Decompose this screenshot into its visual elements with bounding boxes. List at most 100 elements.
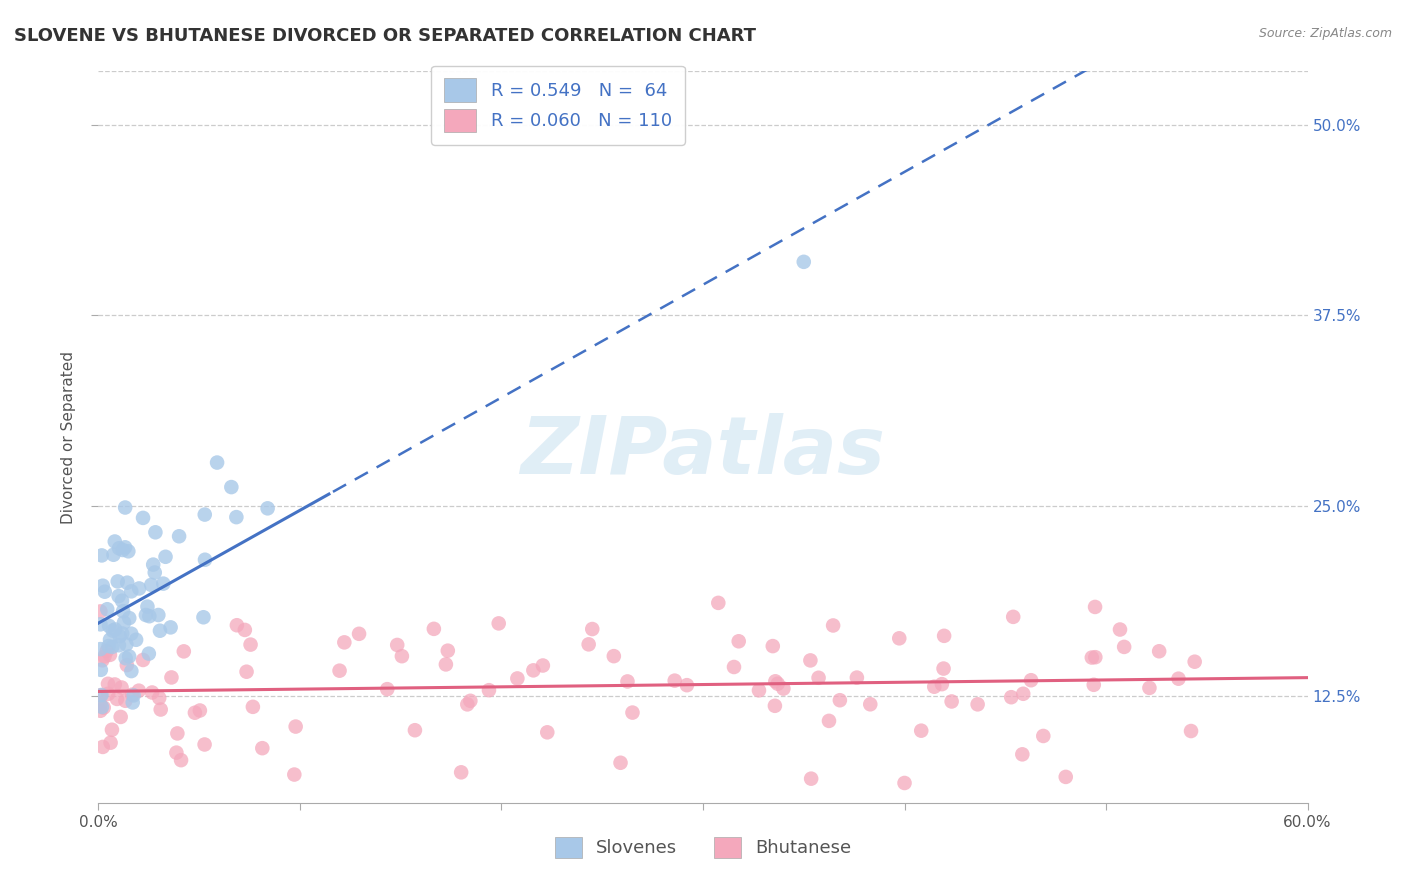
Point — [114, 500, 136, 515]
Point — [148, 690, 170, 705]
Point — [889, 632, 911, 646]
Point — [707, 596, 730, 610]
Point — [193, 610, 215, 624]
Point — [120, 584, 142, 599]
Point — [727, 634, 749, 648]
Point — [1000, 690, 1022, 705]
Point — [766, 677, 789, 691]
Point — [96, 602, 118, 616]
Point — [107, 589, 129, 603]
Point — [118, 649, 141, 664]
Point — [135, 607, 157, 622]
Point — [104, 677, 127, 691]
Point — [194, 738, 217, 752]
Point — [184, 706, 207, 720]
Point — [120, 626, 142, 640]
Point — [93, 700, 115, 714]
Point — [621, 706, 644, 720]
Point — [1114, 640, 1136, 654]
Point — [284, 720, 307, 734]
Point — [522, 664, 544, 678]
Point — [149, 702, 172, 716]
Point — [616, 674, 638, 689]
Point — [117, 544, 139, 558]
Point — [1002, 610, 1025, 624]
Point — [173, 644, 195, 658]
Point — [110, 681, 132, 695]
Point — [1019, 673, 1042, 688]
Point — [242, 699, 264, 714]
Point — [194, 553, 217, 567]
Point — [122, 689, 145, 703]
Point — [120, 664, 142, 678]
Point — [141, 685, 163, 699]
Point — [90, 688, 112, 702]
Point — [387, 638, 409, 652]
Point — [128, 683, 150, 698]
Point — [1012, 687, 1035, 701]
Point — [256, 501, 278, 516]
Point — [436, 643, 458, 657]
Legend: Slovenes, Bhutanese: Slovenes, Bhutanese — [546, 828, 860, 867]
Point — [460, 694, 482, 708]
Point — [225, 618, 247, 632]
Point — [676, 678, 699, 692]
Point — [941, 694, 963, 708]
Point — [121, 688, 143, 702]
Point — [148, 607, 170, 622]
Point — [793, 255, 815, 269]
Point — [1139, 681, 1161, 695]
Point — [1011, 747, 1033, 762]
Point — [97, 639, 120, 653]
Point — [89, 698, 111, 712]
Point — [91, 653, 114, 667]
Point — [536, 725, 558, 739]
Point — [329, 664, 352, 678]
Point — [159, 620, 181, 634]
Point — [818, 714, 841, 728]
Point — [828, 693, 851, 707]
Point — [375, 682, 398, 697]
Point — [108, 629, 131, 643]
Point — [136, 599, 159, 614]
Text: SLOVENE VS BHUTANESE DIVORCED OR SEPARATED CORRELATION CHART: SLOVENE VS BHUTANESE DIVORCED OR SEPARAT… — [14, 27, 756, 45]
Point — [142, 558, 165, 572]
Point — [98, 619, 121, 633]
Point — [664, 673, 686, 688]
Point — [145, 525, 167, 540]
Point — [91, 579, 114, 593]
Point — [155, 549, 177, 564]
Point — [152, 576, 174, 591]
Point — [1184, 655, 1206, 669]
Point — [89, 642, 111, 657]
Point — [90, 549, 112, 563]
Point — [748, 683, 770, 698]
Point — [225, 510, 247, 524]
Point — [578, 637, 600, 651]
Point — [107, 574, 129, 589]
Point — [235, 665, 257, 679]
Point — [97, 687, 120, 701]
Point — [115, 575, 138, 590]
Point — [160, 670, 183, 684]
Point — [114, 651, 136, 665]
Point — [170, 753, 193, 767]
Point — [98, 648, 121, 662]
Point — [149, 624, 172, 638]
Point — [111, 543, 134, 558]
Point — [141, 578, 163, 592]
Point — [93, 649, 115, 664]
Point — [108, 541, 131, 556]
Point — [97, 677, 120, 691]
Point — [205, 456, 228, 470]
Point — [859, 698, 882, 712]
Point — [90, 663, 112, 677]
Point — [423, 622, 446, 636]
Text: ZIPatlas: ZIPatlas — [520, 413, 886, 491]
Point — [114, 541, 136, 555]
Point — [283, 767, 305, 781]
Point — [138, 647, 160, 661]
Point — [1180, 724, 1202, 739]
Point — [89, 604, 111, 618]
Point — [506, 672, 529, 686]
